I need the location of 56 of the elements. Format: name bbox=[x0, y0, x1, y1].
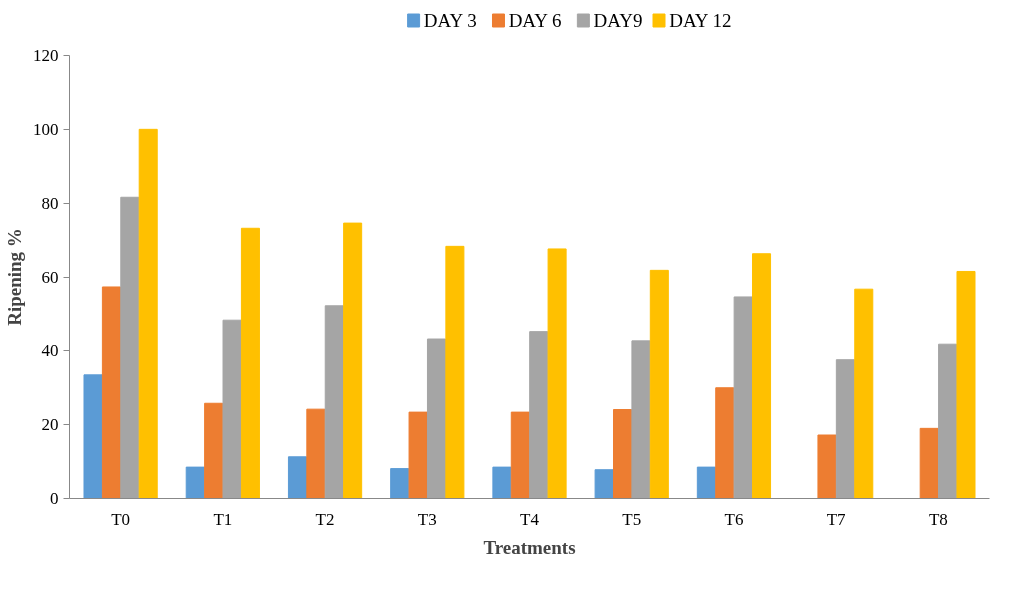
bar bbox=[222, 319, 242, 499]
y-tick-label: 120 bbox=[33, 46, 59, 65]
bar bbox=[547, 248, 567, 499]
y-tick-label: 40 bbox=[41, 341, 59, 361]
bar bbox=[343, 222, 363, 499]
legend-label: DAY 6 bbox=[508, 10, 562, 31]
legend-label: DAY 3 bbox=[423, 10, 477, 31]
bar bbox=[185, 466, 205, 499]
bar bbox=[510, 411, 530, 499]
x-tick-label: T4 bbox=[520, 509, 540, 529]
bar bbox=[835, 359, 855, 499]
x-tick-label: T6 bbox=[724, 509, 744, 529]
bar bbox=[715, 387, 735, 499]
legend-label: DAY9 bbox=[593, 10, 643, 31]
bar bbox=[631, 340, 651, 499]
bar bbox=[613, 409, 633, 499]
bar bbox=[324, 305, 344, 499]
x-tick-label: T7 bbox=[826, 509, 847, 529]
bar bbox=[649, 269, 669, 499]
bar bbox=[919, 427, 939, 499]
x-tick-label: T2 bbox=[315, 509, 335, 529]
x-tick-label: T0 bbox=[111, 509, 131, 529]
x-tick-label: T5 bbox=[622, 509, 642, 529]
y-tick-label: 60 bbox=[41, 267, 59, 287]
bar bbox=[101, 286, 121, 499]
bar bbox=[138, 128, 158, 499]
bar bbox=[306, 408, 326, 499]
x-tick-label: T8 bbox=[928, 509, 948, 529]
x-tick-label: T3 bbox=[417, 509, 437, 529]
y-tick-label: 20 bbox=[41, 415, 59, 435]
bar bbox=[492, 466, 512, 499]
bar bbox=[120, 196, 140, 499]
bar bbox=[752, 253, 772, 499]
bar bbox=[390, 468, 410, 499]
bar bbox=[733, 296, 753, 499]
bar bbox=[204, 402, 224, 499]
bar bbox=[240, 227, 260, 499]
bar bbox=[956, 270, 976, 499]
bar bbox=[287, 456, 307, 499]
bar bbox=[529, 331, 549, 499]
bar bbox=[938, 343, 958, 499]
bar bbox=[83, 374, 103, 499]
x-tick-label: T1 bbox=[213, 509, 233, 529]
bar bbox=[696, 466, 716, 499]
bar bbox=[408, 411, 428, 499]
legend-label: DAY 12 bbox=[669, 10, 732, 31]
x-axis-title: Treatments bbox=[483, 536, 576, 558]
bar bbox=[594, 469, 614, 499]
y-tick-label: 0 bbox=[50, 489, 59, 508]
bar bbox=[445, 245, 465, 499]
bar bbox=[854, 288, 874, 499]
y-tick-label: 80 bbox=[41, 193, 59, 213]
y-tick-label: 100 bbox=[33, 119, 59, 139]
bar bbox=[817, 434, 837, 499]
bar bbox=[426, 338, 446, 499]
y-axis-title: Ripening % bbox=[4, 228, 25, 326]
